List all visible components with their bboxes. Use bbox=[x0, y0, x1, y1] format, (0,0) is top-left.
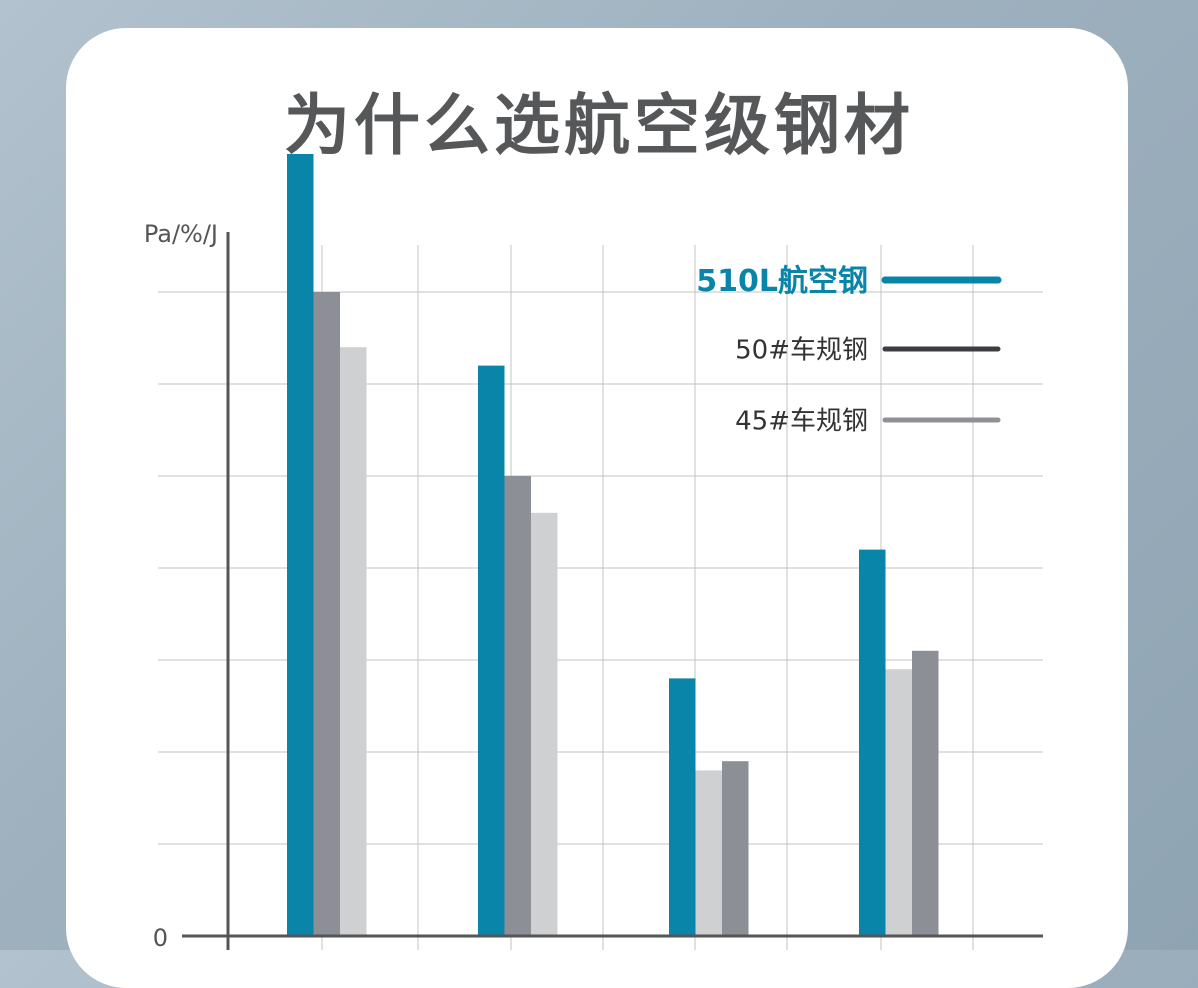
axes: Pa/%/J 0 bbox=[144, 220, 1043, 950]
bar bbox=[531, 512, 558, 936]
bar bbox=[859, 549, 886, 936]
legend: 510L航空钢 50#车规钢 45#车规钢 bbox=[696, 264, 1002, 436]
y-axis-label: Pa/%/J bbox=[144, 220, 218, 248]
legend-item-510l-label: 510L航空钢 bbox=[696, 264, 868, 299]
bars bbox=[287, 154, 939, 937]
bar bbox=[722, 761, 749, 936]
legend-item-50-label: 50#车规钢 bbox=[735, 335, 868, 365]
bar bbox=[287, 154, 314, 936]
bar bbox=[912, 650, 939, 936]
content-card bbox=[66, 28, 1128, 988]
y-tick-label: 0 bbox=[153, 924, 168, 950]
bar bbox=[885, 669, 912, 936]
bar bbox=[695, 770, 722, 936]
bar bbox=[313, 292, 340, 936]
bar bbox=[478, 365, 505, 937]
page-title: 为什么选航空级钢材 bbox=[284, 87, 914, 164]
bar-chart: Pa/%/J 0 510L航空钢 50#车规钢 45#车规钢 bbox=[144, 154, 1043, 950]
legend-item-45-label: 45#车规钢 bbox=[735, 406, 868, 436]
bar bbox=[504, 476, 531, 936]
bar bbox=[669, 678, 696, 936]
bar bbox=[340, 347, 367, 936]
